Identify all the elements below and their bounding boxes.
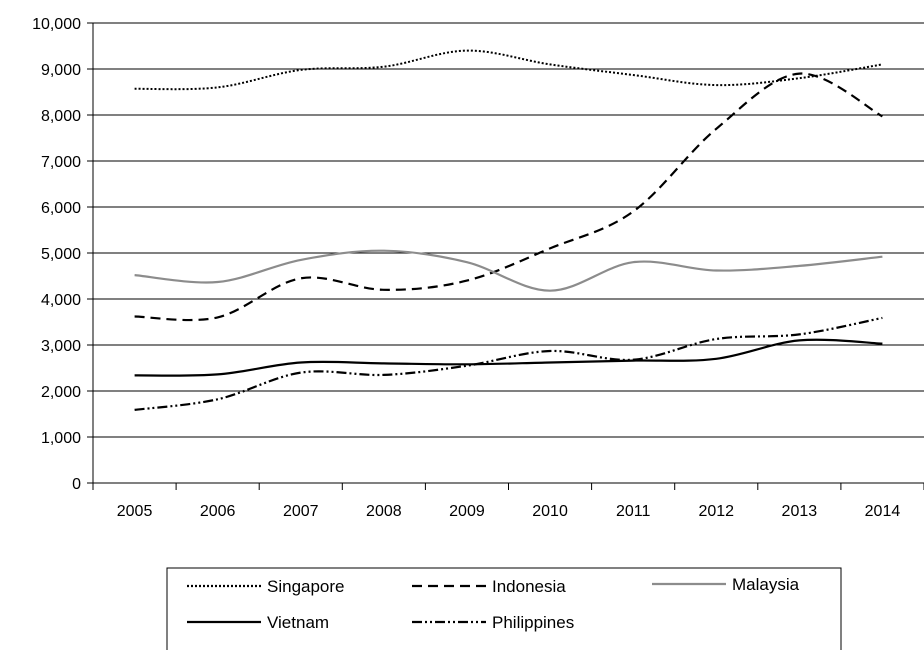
x-tick-label: 2012 <box>698 503 734 520</box>
y-tick-label: 0 <box>72 476 81 493</box>
y-tick-label: 5,000 <box>41 246 81 263</box>
y-tick-label: 2,000 <box>41 384 81 401</box>
x-tick-label: 2009 <box>449 503 485 520</box>
x-tick-label: 2013 <box>782 503 818 520</box>
x-tick-label: 2008 <box>366 503 402 520</box>
series-line-malaysia <box>134 249 883 292</box>
y-tick-label: 10,000 <box>32 16 81 33</box>
x-tick-label: 2011 <box>616 503 651 520</box>
x-tick-label: 2010 <box>532 503 568 520</box>
x-tick-label: 2006 <box>200 503 236 520</box>
x-tick-label: 2005 <box>117 503 153 520</box>
axes: 0 1,000 2,000 3,000 4,000 5,000 6,000 7,000 8,00… <box>32 16 924 520</box>
y-tick-label: 3,000 <box>41 338 81 355</box>
gridlines <box>93 22 924 438</box>
y-tick-label: 6,000 <box>41 200 81 217</box>
y-tick-label: 9,000 <box>41 62 81 79</box>
x-tick-label: 2014 <box>865 503 901 520</box>
legend-box <box>166 567 842 650</box>
y-tick-label: 7,000 <box>41 154 81 171</box>
legend-label-singapore: Singapore <box>267 577 345 596</box>
series-line-indonesia <box>134 72 883 322</box>
legend: Singapore Indonesia Malaysia Vietnam Philipp… <box>166 567 842 650</box>
y-tick-label: 4,000 <box>41 292 81 309</box>
legend-label-vietnam: Vietnam <box>267 613 329 632</box>
series-line-vietnam <box>134 338 883 377</box>
legend-label-indonesia: Indonesia <box>492 577 566 596</box>
series-line-singapore <box>134 49 883 91</box>
y-tick-label: 1,000 <box>41 430 81 447</box>
y-tick-label: 8,000 <box>41 108 81 125</box>
x-tick-label: 2007 <box>283 503 319 520</box>
legend-label-philippines: Philippines <box>492 613 574 632</box>
series-lines <box>134 49 883 411</box>
legend-label-malaysia: Malaysia <box>732 575 800 594</box>
